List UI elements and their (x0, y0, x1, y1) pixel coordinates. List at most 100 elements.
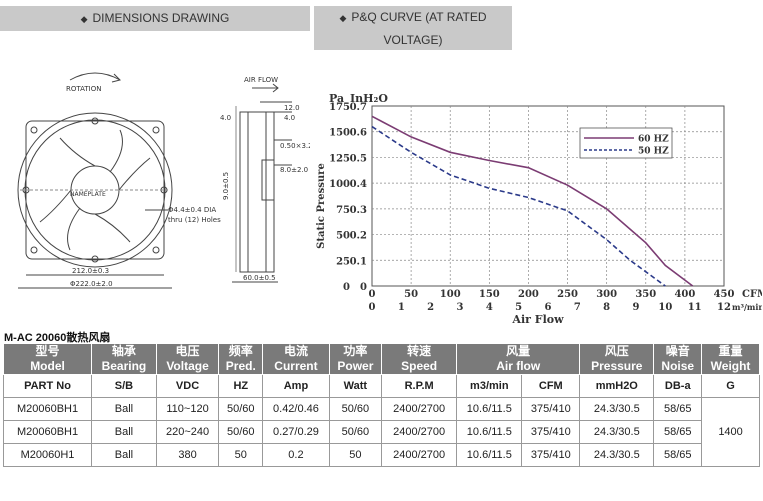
x-tick-cfm: 250 (557, 289, 578, 300)
series-line-60hz (371, 115, 694, 287)
dim-90: 9.0±0.5 (222, 172, 230, 200)
spec-table: 型号 Model 轴承 Bearing 电压 Voltage 频率 Pred. 电流 Curren… (2, 343, 760, 467)
table-cell: 380 (155, 443, 220, 467)
y-tick-inh2o: 0 (360, 282, 367, 293)
col-subheader: R.P.M (381, 374, 458, 398)
col-header-cn: 电流 (283, 344, 308, 358)
col-header-cn: 功率 (343, 344, 368, 358)
col-header-cn: 频率 (228, 344, 253, 358)
legend-box (579, 127, 673, 159)
y-tick-pa: 25 (336, 256, 350, 267)
col-header-cn: 电压 (175, 344, 200, 358)
col-header: 转速 Speed (381, 343, 458, 375)
dim-60: 60.0±0.5 (243, 274, 276, 282)
plot-frame (371, 105, 725, 287)
y-tick-inh2o: 0.3 (350, 205, 367, 216)
tab-dimensions-label: DIMENSIONS DRAWING (92, 11, 230, 25)
x-tick-m3: 8 (603, 302, 610, 313)
table-cell: 50 (328, 443, 383, 467)
col-header: 电压 Voltage (155, 343, 220, 375)
col-header-cn: 噪音 (665, 344, 690, 358)
y-tick-pa: 150 (329, 128, 350, 139)
table-cell: M20060H1 (2, 443, 93, 467)
dimensions-drawing: ROTATION AIR FLOW NAMEPLATE 12.0 4.0 4.0… (17, 72, 310, 289)
dim-050: 0.50×3.2 (280, 142, 310, 150)
x-tick-cfm: 350 (635, 289, 656, 300)
table-cell: 110~120 (155, 397, 220, 421)
table-row: M20060BH1 Ball 220~240 50/60 0.27/0.29 50/60 2… (2, 420, 760, 444)
col-header-en: Pressure (591, 359, 643, 373)
col-header-en: Voltage (166, 359, 209, 373)
series-title: M-AC 20060散热风扇 (4, 332, 111, 344)
x-tick-m3: 10 (658, 302, 672, 313)
x-tick-m3: 4 (486, 302, 493, 313)
rotation-label: ROTATION (66, 85, 101, 93)
col-subheader: S/B (91, 374, 157, 398)
x-tick-cfm: 450 (714, 289, 735, 300)
table-cell: 0.42/0.46 (262, 397, 330, 421)
dim-80: 8.0±2.0 (280, 166, 308, 174)
x-tick-m3: 9 (633, 302, 640, 313)
dim-222: Φ222.0±2.0 (70, 280, 113, 288)
fan-blades (39, 129, 151, 251)
col-header-en: Weight (710, 359, 751, 373)
col-header-en: Model (30, 359, 65, 373)
tab-pq-label-line2: VOLTAGE) (383, 33, 443, 47)
holes-line1: Φ4.4±0.4 DIA (168, 206, 216, 214)
col-header: 轴承 Bearing (91, 343, 157, 375)
col-subheader: PART No (2, 374, 93, 398)
y-tick-inh2o: 0.5 (350, 153, 367, 164)
x-unit-top: CFM (742, 289, 762, 300)
weight-cell: 1400 (701, 397, 760, 467)
x-tick-m3: 2 (427, 302, 434, 313)
fan-side-view (239, 111, 275, 273)
col-header: 频率 Pred. (218, 343, 264, 375)
fan-outer-ring (17, 112, 173, 268)
col-subheader: G (701, 374, 760, 398)
col-header: 功率 Power (328, 343, 383, 375)
col-header: 风压 Pressure (579, 343, 655, 375)
x-tick-cfm: 200 (518, 289, 539, 300)
table-cell: 50/60 (328, 397, 383, 421)
y-unit-right: InH₂O (350, 92, 388, 105)
table-cell: 2400/2700 (381, 397, 458, 421)
tab-dimensions-drawing[interactable]: ◆ DIMENSIONS DRAWING (0, 6, 310, 31)
table-cell: 220~240 (155, 420, 220, 444)
col-header-cn: 型号 (35, 344, 60, 358)
y-tick-pa: 175 (329, 102, 350, 113)
table-cell: Ball (91, 443, 157, 467)
x-tick-cfm: 300 (596, 289, 617, 300)
col-header-en: Current (274, 359, 318, 373)
col-header: 电流 Current (262, 343, 330, 375)
col-subheader: CFM (521, 374, 581, 398)
diamond-bullet-icon: ◆ (80, 14, 88, 24)
col-header-en: Speed (401, 359, 438, 373)
col-subheader: VDC (155, 374, 220, 398)
col-header: 风量 Air flow (456, 343, 581, 375)
table-cell: M20060BH1 (2, 397, 93, 421)
table-cell: 50 (218, 443, 264, 467)
table-cell: 2400/2700 (381, 443, 458, 467)
table-row: M20060H1 Ball 380 50 0.2 50 2400/2700 10.6/11.5… (2, 443, 760, 467)
col-header-cn: 风压 (604, 344, 629, 358)
dim-4-left: 4.0 (220, 114, 231, 122)
x-tick-cfm: 50 (404, 289, 418, 300)
table-body: M20060BH1 Ball 110~120 50/60 0.42/0.46 50/60 2… (2, 397, 760, 467)
x-tick-m3: 11 (688, 302, 702, 313)
table-cell: 24.3/30.5 (579, 397, 655, 421)
dim-212: 212.0±0.3 (72, 267, 109, 275)
section-tab-bar: ◆ DIMENSIONS DRAWING ◆ P&Q CURVE (AT RATED… (0, 0, 763, 52)
col-header-en: Pred. (225, 359, 256, 373)
table-cell: 50/60 (328, 420, 383, 444)
col-header-en: Noise (661, 359, 695, 373)
col-header: 重量 Weight (701, 343, 760, 375)
y-axis-label: Static Pressure (316, 163, 327, 249)
tab-pq-curve[interactable]: ◆ P&Q CURVE (AT RATED VOLTAGE) (314, 6, 512, 50)
table-cell: 50/60 (218, 397, 264, 421)
col-subheader: DB-a (653, 374, 703, 398)
y-tick-pa: 100 (329, 179, 350, 190)
table-cell: 0.27/0.29 (262, 420, 330, 444)
diamond-bullet-icon: ◆ (339, 13, 347, 23)
col-header: 噪音 Noise (653, 343, 703, 375)
col-header-en: Air flow (496, 359, 541, 373)
